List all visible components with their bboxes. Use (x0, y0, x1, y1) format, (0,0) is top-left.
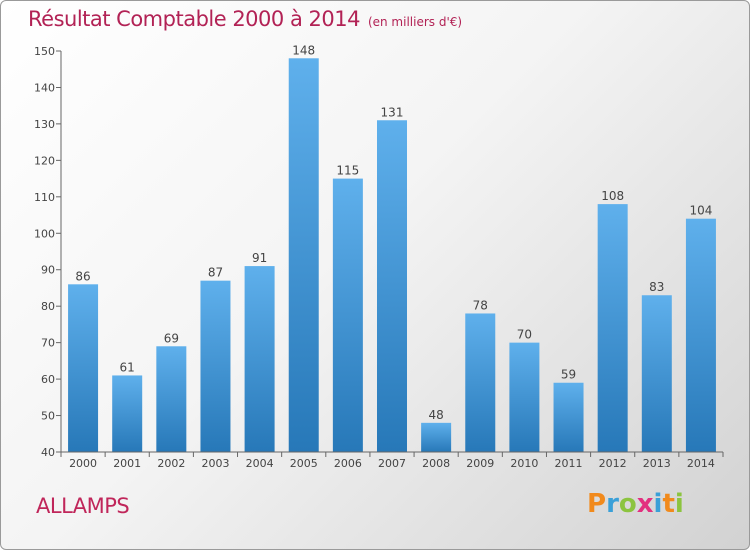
y-tick-label: 50 (41, 410, 55, 423)
x-tick-label: 2002 (157, 457, 185, 470)
data-label: 91 (252, 251, 267, 265)
y-tick-label: 140 (34, 81, 55, 94)
x-tick-label: 2007 (378, 457, 406, 470)
bar (465, 313, 496, 452)
data-label: 70 (517, 328, 532, 342)
x-tick-label: 2003 (201, 457, 229, 470)
data-label: 69 (164, 331, 179, 345)
bar (244, 266, 275, 452)
bar (156, 346, 187, 452)
y-tick-label: 70 (41, 337, 55, 350)
data-label: 86 (75, 269, 90, 283)
bar (597, 204, 628, 452)
data-label: 131 (381, 105, 404, 119)
data-label: 78 (473, 298, 488, 312)
y-tick-label: 40 (41, 446, 55, 459)
bar (200, 280, 231, 452)
y-tick-label: 110 (34, 191, 55, 204)
x-tick-label: 2009 (466, 457, 494, 470)
bar (377, 120, 407, 452)
x-tick-label: 2006 (334, 457, 362, 470)
data-label: 48 (428, 408, 443, 422)
y-tick-label: 120 (34, 154, 55, 167)
x-tick-label: 2008 (422, 457, 450, 470)
bar (332, 178, 363, 452)
bar (641, 295, 672, 452)
logo-letter: t (662, 489, 675, 519)
y-tick-label: 130 (34, 118, 55, 131)
y-tick-label: 80 (41, 300, 55, 313)
y-tick-label: 90 (41, 264, 55, 277)
bar (685, 218, 716, 452)
x-tick-label: 2000 (69, 457, 97, 470)
x-tick-label: 2010 (510, 457, 538, 470)
x-tick-label: 2005 (290, 457, 318, 470)
x-tick-label: 2013 (643, 457, 671, 470)
chart-unit: (en milliers d'€) (367, 15, 463, 29)
x-tick-label: 2014 (687, 457, 715, 470)
logo-letter: i (674, 489, 684, 519)
bar (288, 58, 319, 453)
bar (112, 375, 143, 452)
logo-letter: i (653, 489, 663, 519)
data-label: 87 (208, 266, 223, 280)
data-label: 148 (292, 43, 315, 57)
x-tick-label: 2011 (555, 457, 583, 470)
y-tick-label: 100 (34, 227, 55, 240)
data-label: 59 (561, 368, 576, 382)
proxiti-logo[interactable]: Proxiti (587, 489, 684, 519)
x-tick-label: 2004 (246, 457, 274, 470)
logo-letter: r (606, 489, 619, 519)
x-tick-label: 2012 (599, 457, 627, 470)
x-tick-label: 2001 (113, 457, 141, 470)
logo-letter: P (587, 489, 607, 519)
bar (509, 342, 540, 452)
chart-title-text: Résultat Comptable 2000 à 2014 (28, 7, 360, 31)
bar (421, 422, 452, 452)
data-label: 61 (120, 360, 135, 374)
y-tick-label: 150 (34, 45, 55, 58)
bar (553, 382, 584, 452)
logo-letter: x (636, 489, 654, 519)
data-label: 108 (601, 189, 624, 203)
data-label: 115 (336, 164, 359, 178)
bar (68, 284, 99, 452)
logo-letter: o (618, 489, 637, 519)
chart-title: Résultat Comptable 2000 à 2014 (en millie… (28, 7, 462, 31)
data-label: 83 (649, 280, 664, 294)
commune-name: ALLAMPS (36, 494, 130, 518)
y-tick-label: 60 (41, 373, 55, 386)
data-label: 104 (689, 204, 712, 218)
